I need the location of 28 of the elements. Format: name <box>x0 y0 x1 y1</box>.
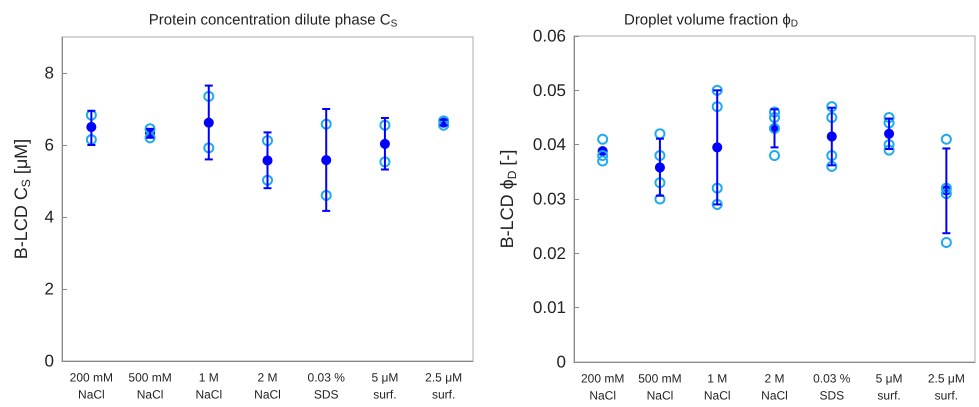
y-tick-label: 2 <box>44 280 54 298</box>
y-tick-label: 0.05 <box>532 80 566 100</box>
y-tick-label: 4 <box>44 208 54 226</box>
y-axis-title: B-LCD ϕD [-] <box>497 150 519 248</box>
x-tick-label: 500 mM NaCl <box>638 372 682 402</box>
y-tick-label: 0.01 <box>532 298 566 318</box>
y-tick-label: 8 <box>44 64 54 82</box>
y-tick-label: 0.06 <box>532 26 566 46</box>
x-tick-label: 0.03 % SDS <box>813 372 851 402</box>
x-tick-label: 0.03 % SDS <box>308 370 346 402</box>
y-tick-label: 0 <box>556 352 566 372</box>
y-tick-label: 0.03 <box>532 190 566 208</box>
x-tick-label: 200 mM NaCl <box>580 372 624 402</box>
x-tick-label: 5 μM surf. <box>371 370 398 402</box>
y-tick-label: 0.04 <box>532 135 566 154</box>
y-tick-label: 6 <box>44 136 54 154</box>
x-tick-label: 2 M NaCl <box>254 370 281 402</box>
x-tick-label: 2.5 μM surf. <box>928 372 965 402</box>
y-tick-label: 0 <box>44 352 54 370</box>
x-tick-label: 1 M NaCl <box>704 372 731 402</box>
x-tick-label: 5 μM surf. <box>876 372 903 402</box>
x-tick-label: 2.5 μM surf. <box>425 370 462 402</box>
x-tick-label: 1 M NaCl <box>195 370 222 402</box>
y-axis-title: B-LCD CS [μM] <box>11 138 33 260</box>
x-tick-label: 2 M NaCl <box>761 372 788 402</box>
x-tick-label: 200 mM NaCl <box>70 370 114 402</box>
y-tick-label: 0.02 <box>532 244 566 263</box>
x-tick-label: 500 mM NaCl <box>128 370 172 402</box>
